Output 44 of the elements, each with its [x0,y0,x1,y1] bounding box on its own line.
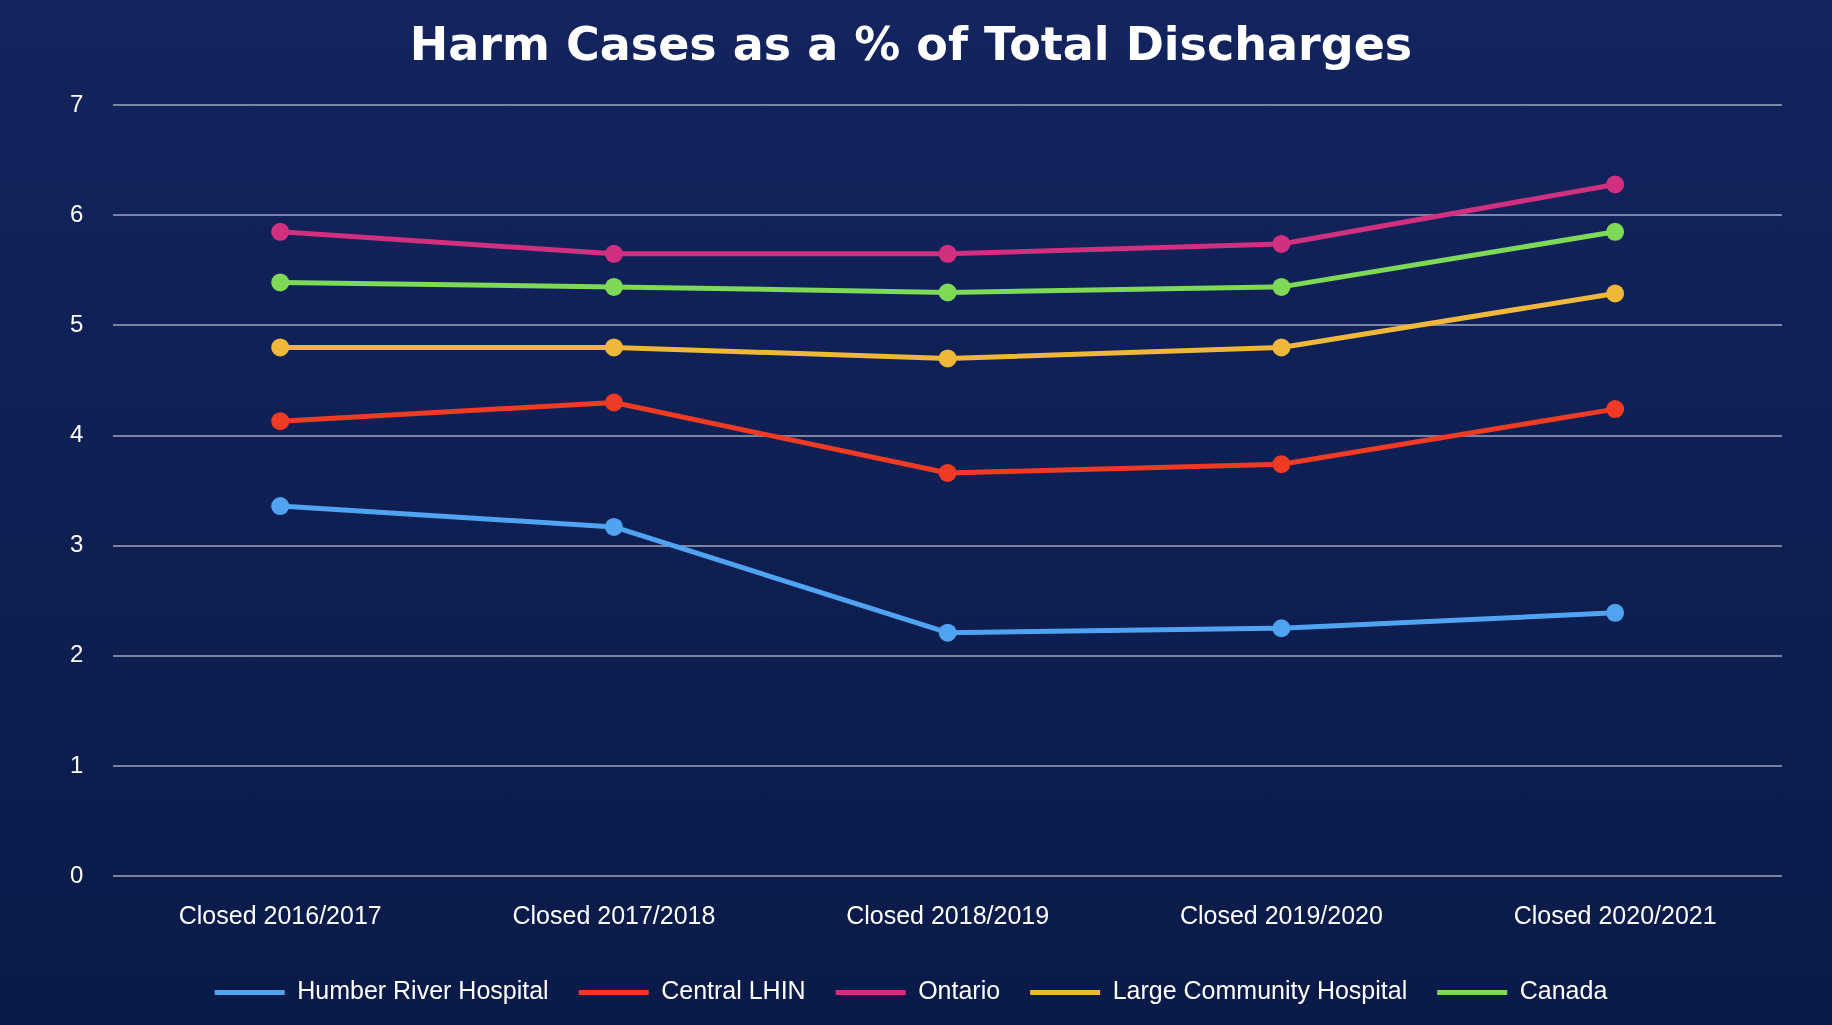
point [938,623,957,642]
point [1606,284,1625,303]
chart-title: Harm Cases as a % of Total Discharges [409,16,1413,71]
x-tick-label: Closed 2017/2018 [512,900,716,929]
point [1606,400,1625,419]
legend-label: Canada [1519,976,1608,1005]
x-tick-label: Closed 2020/2021 [1513,900,1717,929]
y-tick-label: 1 [69,750,84,778]
y-tick-label: 5 [69,310,84,338]
y-tick-label: 3 [69,530,84,558]
x-tick-label: Closed 2019/2020 [1179,900,1383,929]
point [271,273,290,292]
point [604,517,623,536]
y-tick-label: 7 [69,89,84,117]
legend-label: Ontario [918,976,1001,1005]
y-tick-label: 0 [69,860,84,888]
y-tick-label: 6 [69,199,84,227]
point [938,463,957,482]
point [1272,455,1291,474]
point [271,412,290,431]
point [1606,222,1625,241]
point [1272,619,1291,638]
point [271,497,290,516]
point [938,349,957,368]
point [938,244,957,263]
point [271,338,290,357]
y-tick-label: 4 [69,420,84,448]
legend-label: Humber River Hospital [297,976,549,1005]
legend-label: Large Community Hospital [1112,976,1408,1005]
point [271,222,290,241]
point [604,244,623,263]
point [604,277,623,296]
point [604,393,623,412]
point [1272,234,1291,253]
x-tick-label: Closed 2016/2017 [178,900,382,929]
y-tick-label: 2 [69,640,84,668]
legend-label: Central LHIN [661,976,806,1005]
point [1606,175,1625,194]
point [1272,277,1291,296]
point [1272,338,1291,357]
x-tick-label: Closed 2018/2019 [846,900,1050,929]
point [938,283,957,302]
point [1606,603,1625,622]
point [604,338,623,357]
